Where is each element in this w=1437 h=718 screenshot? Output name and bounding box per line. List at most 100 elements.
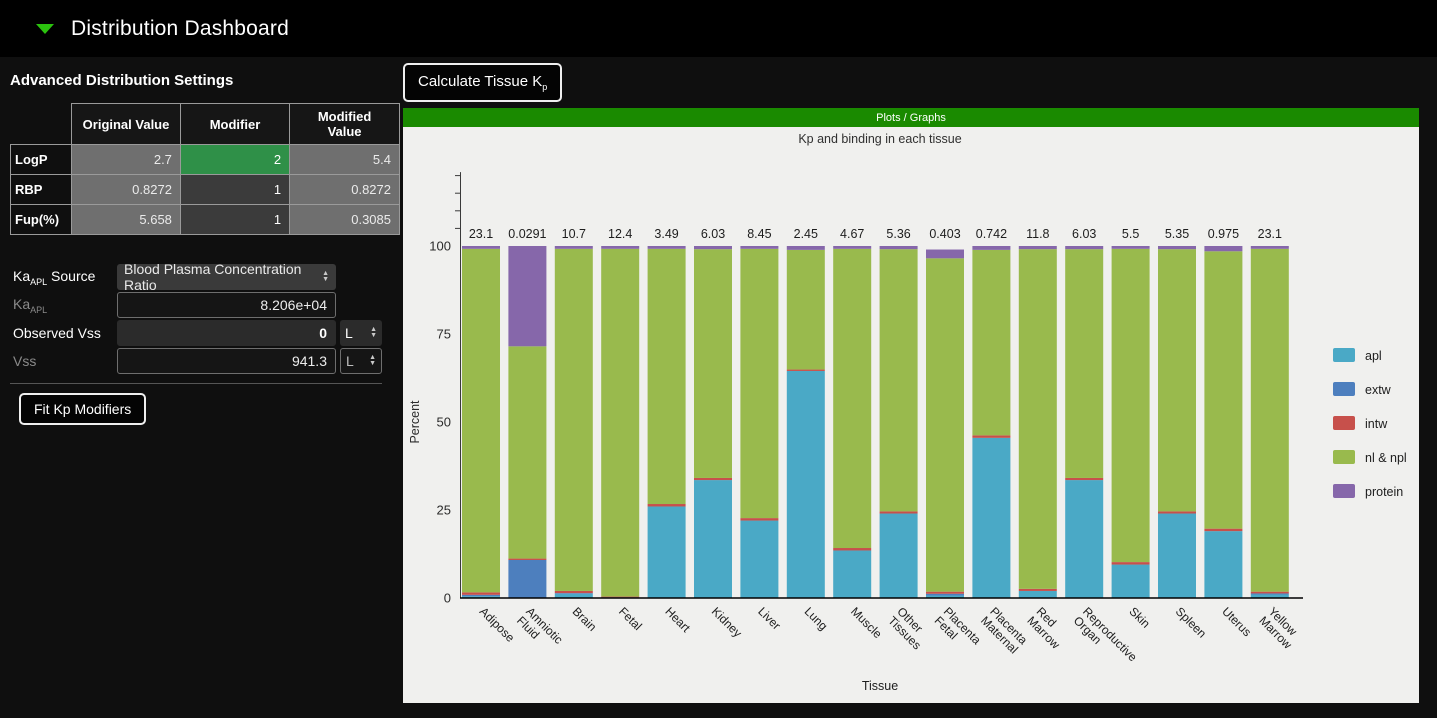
segment-intw [1204, 528, 1243, 532]
segment-intw [1158, 511, 1196, 514]
updown-icon: ▲ ▼ [370, 326, 377, 339]
updown-icon: ▲ ▼ [369, 354, 376, 367]
segment-intw [879, 511, 918, 514]
segment-nl-and-npl [1111, 248, 1150, 563]
x-tick-label: Uterus [1219, 604, 1254, 639]
x-tick-label: Heart [662, 604, 693, 635]
triangle-down-icon[interactable] [36, 23, 54, 34]
logp-modifier-cell[interactable]: 2 [179, 144, 291, 175]
segment-nl-and-npl [972, 249, 1011, 436]
row-label-logp: LogP [9, 144, 73, 175]
segment-intw [786, 369, 825, 371]
column-header-modifier: Modifier [179, 103, 291, 145]
x-axis-title: Tissue [862, 679, 898, 693]
segment-nl-and-npl [833, 248, 872, 549]
segment-apl [926, 595, 964, 598]
segment-intw [694, 477, 732, 481]
segment-apl [1204, 531, 1243, 598]
logp-original-value: 2.7 [71, 144, 181, 175]
bar-heart: 3.49 Heart [647, 227, 694, 635]
segment-protein [786, 246, 825, 250]
kp-value-label: 0.0291 [508, 227, 546, 241]
kp-value-label: 3.49 [654, 227, 678, 241]
kp-value-label: 2.45 [794, 227, 818, 241]
x-tick-label: Spleen [1173, 604, 1209, 640]
segment-protein [1158, 246, 1196, 250]
segment-protein [833, 246, 872, 249]
column-header-modified: Modified Value [289, 103, 400, 145]
segment-extw [1250, 593, 1289, 595]
segment-protein [1111, 246, 1150, 249]
ka-source-select[interactable]: Blood Plasma Concentration Ratio ▲ ▼ [117, 261, 336, 293]
segment-apl [879, 513, 918, 598]
segment-extw [926, 593, 964, 596]
segment-protein [740, 246, 779, 249]
legend-swatch-extw [1333, 382, 1355, 396]
segment-intw [972, 435, 1011, 438]
segment-extw [554, 593, 593, 594]
legend-swatch-apl [1333, 348, 1355, 362]
segment-apl [1065, 480, 1104, 598]
fit-kp-modifiers-button[interactable]: Fit Kp Modifiers [19, 393, 147, 425]
segment-protein [1018, 246, 1057, 250]
legend-swatch-protein [1333, 484, 1355, 498]
y-tick-label: 50 [437, 415, 451, 430]
segment-protein [879, 246, 918, 250]
ka-apl-input[interactable] [117, 292, 336, 318]
legend-label-apl: apl [1365, 349, 1382, 363]
segment-intw [833, 548, 872, 551]
bar-other-tissues: 5.36 OtherTissues [879, 227, 926, 652]
rbp-modifier-cell[interactable]: 1 [179, 174, 291, 205]
bar-muscle: 4.67 Muscle [833, 227, 885, 641]
bar-spleen: 5.35 Spleen [1158, 227, 1209, 641]
segment-protein [694, 246, 732, 250]
bar-placenta-maternal: 0.742 PlacentaMaternal [972, 227, 1030, 656]
vss-input[interactable] [117, 348, 336, 374]
x-tick-label: Fetal [616, 604, 645, 633]
x-tick-label: Lung [802, 604, 831, 633]
fup-original-value: 5.658 [71, 204, 181, 235]
vss-unit-select[interactable]: L ▲ ▼ [340, 348, 382, 374]
kp-value-label: 10.7 [562, 227, 586, 241]
segment-nl-and-npl [879, 249, 918, 512]
bar-yellow-marrow: 23.1 YellowMarrow [1250, 227, 1300, 652]
legend-swatch-nl-and-npl [1333, 450, 1355, 464]
kp-value-label: 0.403 [929, 227, 960, 241]
kp-value-label: 5.36 [886, 227, 910, 241]
segment-nl-and-npl [786, 249, 825, 370]
segment-protein [926, 249, 964, 259]
x-tick-label: Skin [1126, 604, 1152, 630]
fup-modified-value: 0.3085 [289, 204, 400, 235]
segment-protein [647, 246, 686, 249]
segment-apl [1158, 513, 1196, 598]
kp-value-label: 8.45 [747, 227, 771, 241]
segment-protein [462, 246, 500, 249]
kp-value-label: 11.8 [1026, 227, 1049, 241]
chart-title: Kp and binding in each tissue [798, 132, 961, 146]
segment-nl-and-npl [1204, 251, 1243, 529]
kp-value-label: 5.35 [1165, 227, 1189, 241]
plot-panel: Kp and binding in each tissue 0 25 50 75 100 P… [403, 127, 1419, 703]
kp-value-label: 23.1 [469, 227, 493, 241]
plots-graphs-bar: Plots / Graphs [403, 108, 1419, 127]
segment-protein [1204, 246, 1243, 252]
distribution-form: KaAPL Source Blood Plasma Concentration … [13, 261, 400, 374]
segment-apl [554, 593, 593, 598]
segment-apl [647, 506, 686, 598]
segment-apl [833, 550, 872, 598]
segment-nl-and-npl [1018, 249, 1057, 589]
fup-modifier-cell[interactable]: 1 [179, 204, 291, 235]
calculate-tissue-kp-button[interactable]: Calculate Tissue Kp [403, 63, 563, 102]
x-tick-label: Kidney [709, 604, 745, 640]
kp-value-label: 0.975 [1208, 227, 1239, 241]
segment-nl-and-npl [740, 248, 779, 519]
observed-vss-input[interactable] [117, 320, 336, 346]
x-tick-label: Liver [755, 604, 783, 632]
x-tick-label: PlacentaFetal [932, 604, 984, 656]
table-row-rbp: RBP 0.8272 1 0.8272 [9, 174, 400, 205]
segment-nl-and-npl [694, 249, 732, 478]
bar-fetal: 12.4 Fetal [601, 227, 645, 633]
observed-vss-unit-select[interactable]: L ▲ ▼ [340, 320, 382, 346]
bar-kidney: 6.03 Kidney [694, 227, 745, 640]
segment-intw [1111, 562, 1150, 565]
